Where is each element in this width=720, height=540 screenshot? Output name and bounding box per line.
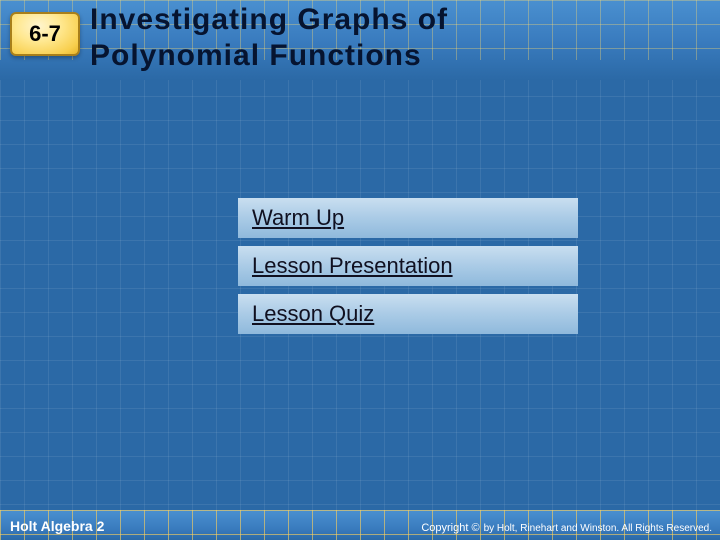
title-line-2: Polynomial Functions	[90, 38, 448, 74]
footer-band: Holt Algebra 2 Copyright © by Holt, Rine…	[0, 510, 720, 540]
slide: 6-7 Investigating Graphs of Polynomial F…	[0, 0, 720, 540]
book-name: Holt Algebra 2	[10, 518, 104, 534]
title-line-1: Investigating Graphs of	[90, 2, 448, 38]
lesson-number: 6-7	[29, 21, 61, 47]
copyright-text: by Holt, Rinehart and Winston. All Right…	[484, 523, 712, 534]
nav-item-lesson-presentation[interactable]: Lesson Presentation	[238, 246, 578, 286]
copyright: Copyright © by Holt, Rinehart and Winsto…	[421, 522, 712, 534]
header-band: 6-7 Investigating Graphs of Polynomial F…	[0, 0, 720, 80]
nav-list: Warm Up Lesson Presentation Lesson Quiz	[238, 198, 578, 342]
nav-item-warm-up[interactable]: Warm Up	[238, 198, 578, 238]
page-title: Investigating Graphs of Polynomial Funct…	[90, 2, 448, 74]
nav-link-label: Lesson Presentation	[252, 253, 453, 279]
copyright-prefix: Copyright ©	[421, 522, 479, 534]
nav-link-label: Warm Up	[252, 205, 344, 231]
nav-item-lesson-quiz[interactable]: Lesson Quiz	[238, 294, 578, 334]
nav-link-label: Lesson Quiz	[252, 301, 374, 327]
lesson-number-badge: 6-7	[10, 12, 80, 56]
